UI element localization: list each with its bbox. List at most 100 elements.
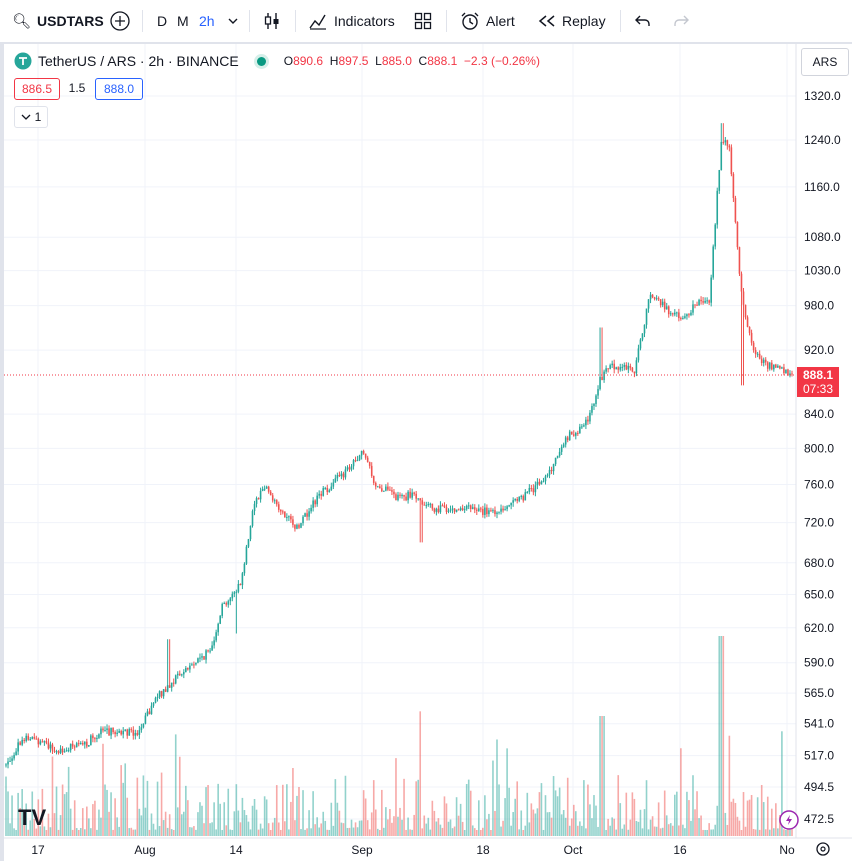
candle-body: [279, 509, 282, 512]
volume-bar: [512, 812, 514, 836]
indicators-collapse-button[interactable]: 1: [14, 106, 48, 128]
market-status-dot: [256, 56, 266, 66]
interval-d-button[interactable]: D: [157, 13, 168, 29]
candle-body: [152, 702, 155, 706]
candle-body: [229, 598, 232, 602]
volume-bar: [140, 815, 143, 836]
candle-body: [342, 473, 345, 478]
candle-body: [746, 317, 749, 327]
candle-body: [599, 376, 601, 390]
volume-bar: [300, 829, 302, 836]
time-axis[interactable]: 17 Aug 14 Sep 18 Oct 16 No: [31, 843, 795, 857]
interval-dropdown[interactable]: [227, 0, 239, 42]
chevron-down-icon: [21, 114, 31, 120]
volume-bar: [320, 823, 323, 836]
ask-price-box[interactable]: 888.0: [95, 78, 143, 100]
volume-bar: [550, 817, 553, 836]
volume-bar: [152, 823, 155, 836]
volume-bar: [25, 803, 28, 836]
volume-bar: [9, 823, 11, 836]
volume-bar: [566, 777, 569, 836]
symbol-name: USDTARS: [37, 13, 104, 29]
volume-bar: [775, 803, 777, 836]
time-tick-label: 14: [229, 843, 243, 857]
alert-button[interactable]: Alert: [460, 0, 515, 42]
candle-body: [566, 437, 569, 441]
candle-body: [482, 508, 484, 515]
symbol-search[interactable]: 🔍︎ USDTARS: [12, 0, 104, 42]
candle-body: [215, 632, 217, 641]
candle-body: [180, 674, 183, 676]
price-axis[interactable]: 1320.0 1240.0 1160.0 1080.0 1030.0 980.0 920.0…: [804, 89, 841, 826]
indicators-button[interactable]: Indicators: [308, 0, 395, 42]
candle-body: [417, 498, 419, 500]
volume-bar: [255, 809, 258, 836]
candle-body: [623, 364, 626, 367]
lightning-badge[interactable]: [779, 810, 799, 830]
redo-button[interactable]: [672, 0, 690, 42]
interval-2h-button[interactable]: 2h: [199, 13, 215, 29]
volume-bar: [530, 803, 533, 836]
interval-m-button[interactable]: M: [177, 13, 189, 29]
volume-bar: [463, 829, 466, 836]
volume-bar: [324, 820, 327, 836]
candle-body: [601, 376, 603, 380]
undo-button[interactable]: [634, 0, 652, 42]
candle-body: [310, 507, 312, 512]
candle-body: [205, 650, 207, 660]
candle-body: [488, 510, 490, 515]
volume-bar: [492, 760, 494, 836]
candle-body: [589, 412, 591, 422]
candle-body: [203, 656, 205, 660]
candle-body: [292, 519, 294, 525]
symbol-title[interactable]: TetherUS / ARS · 2h · BINANCE: [38, 53, 239, 69]
volume-bar: [94, 800, 96, 836]
volume-bar: [534, 813, 537, 836]
volume-bar: [429, 829, 432, 836]
bid-price-box[interactable]: 886.5: [14, 78, 60, 100]
candle-body: [718, 170, 721, 191]
volume-bar: [423, 815, 426, 836]
candle-body: [564, 437, 567, 445]
volume-bar: [118, 826, 120, 836]
candle-body: [581, 426, 583, 428]
last-price-value: 888.1: [802, 368, 834, 382]
volume-bar: [128, 828, 131, 836]
candle-body: [534, 485, 537, 493]
volume-bar: [187, 800, 189, 836]
volume-bar: [572, 804, 575, 836]
candle-body: [740, 273, 743, 292]
indicators-label: Indicators: [334, 13, 395, 29]
volume-bar: [568, 825, 571, 836]
volume-bar: [674, 794, 676, 836]
candle-body: [269, 491, 272, 496]
candle-body: [227, 601, 230, 605]
time-tick-label: 18: [476, 843, 490, 857]
volume-bar: [168, 814, 171, 836]
rewind-icon: [538, 15, 555, 27]
volume-bar: [621, 828, 624, 836]
currency-button[interactable]: ARS: [801, 48, 849, 76]
volume-bar: [381, 789, 383, 836]
volume-bar: [191, 827, 193, 836]
candle-body: [467, 505, 470, 507]
settings-gear-button[interactable]: [816, 842, 830, 856]
volume-bar: [754, 829, 757, 836]
chart-type-button[interactable]: [262, 0, 282, 42]
price-tick-label: 720.0: [804, 516, 834, 530]
volume-bar: [284, 821, 286, 836]
candle-body: [399, 494, 401, 496]
volume-bar: [647, 829, 650, 836]
volume-bar: [724, 812, 727, 836]
volume-bar: [23, 822, 25, 836]
volume-bar: [716, 805, 719, 836]
candle-body: [312, 500, 314, 508]
undo-icon: [635, 15, 650, 26]
volume-bar: [659, 828, 662, 836]
candle-body: [710, 277, 712, 303]
layouts-button[interactable]: [414, 0, 432, 42]
replay-button[interactable]: Replay: [538, 0, 606, 42]
compare-symbol-button[interactable]: [109, 0, 131, 42]
candle-body: [239, 584, 242, 586]
